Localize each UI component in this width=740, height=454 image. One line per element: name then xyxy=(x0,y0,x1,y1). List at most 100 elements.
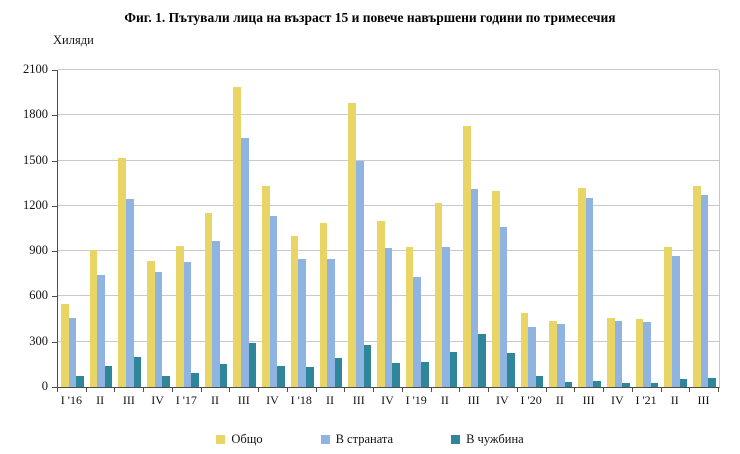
y-axis-unit-label: Хиляди xyxy=(53,33,94,47)
legend-swatch xyxy=(320,435,330,444)
bar-domestic xyxy=(413,276,421,387)
bar-total xyxy=(175,245,184,387)
legend-swatch xyxy=(451,435,461,444)
bar-domestic xyxy=(240,137,249,387)
x-tick-mark xyxy=(315,388,317,392)
bar-domestic xyxy=(269,216,278,387)
bar-abroad xyxy=(622,383,630,387)
bar-group xyxy=(575,70,604,387)
x-tick-mark xyxy=(430,388,432,392)
bar-group xyxy=(661,70,690,387)
legend-item: В чужбина xyxy=(451,432,524,447)
bar-abroad xyxy=(650,383,659,387)
y-tick-mark xyxy=(52,387,57,388)
bar-domestic xyxy=(470,189,479,387)
bar-group xyxy=(489,70,518,387)
bar-domestic xyxy=(183,261,192,387)
x-tick-label: II xyxy=(325,393,334,407)
bar-abroad xyxy=(334,358,343,387)
x-tick-label: III xyxy=(237,393,250,407)
y-tick-label: 1500 xyxy=(23,152,48,167)
y-tick-mark xyxy=(52,70,57,71)
bar-domestic xyxy=(298,258,307,387)
x-tick-mark xyxy=(689,388,691,392)
bar-group xyxy=(690,70,719,387)
gridline xyxy=(58,114,719,116)
x-tick-label: II xyxy=(211,393,220,407)
bar-total xyxy=(549,320,558,387)
bar-abroad xyxy=(449,351,458,387)
bar-abroad xyxy=(708,377,716,387)
bar-domestic xyxy=(384,248,393,387)
bar-abroad xyxy=(420,362,429,387)
x-tick-label: I '19 xyxy=(405,393,427,407)
y-tick-mark xyxy=(52,160,57,162)
bar-abroad xyxy=(248,343,257,387)
bar-abroad xyxy=(76,375,84,387)
x-tick-label: I '21 xyxy=(635,393,657,407)
bar-abroad xyxy=(162,375,170,387)
x-tick-mark xyxy=(229,388,231,392)
legend-label: В чужбина xyxy=(466,432,524,446)
x-tick-mark xyxy=(401,388,403,392)
bar-abroad xyxy=(564,382,573,387)
bar-domestic xyxy=(557,324,565,387)
bar-total xyxy=(319,223,328,387)
gridline xyxy=(58,159,719,161)
x-tick-mark xyxy=(114,388,116,392)
bar-total xyxy=(664,246,672,387)
bar-abroad xyxy=(363,344,372,387)
legend: Общо В страната В чужбина xyxy=(0,432,740,447)
y-tick-mark xyxy=(52,341,57,343)
x-tick-label: I '18 xyxy=(290,393,312,407)
x-tick-mark xyxy=(143,388,145,392)
chart-title: Фиг. 1. Пътували лица на възраст 15 и по… xyxy=(124,10,616,25)
bar-total xyxy=(348,103,356,387)
x-tick-mark xyxy=(344,388,346,392)
bar-abroad xyxy=(507,353,515,387)
legend-label: Общо xyxy=(231,432,263,446)
x-tick-label: III xyxy=(467,393,480,407)
x-tick-mark xyxy=(57,388,58,392)
bar-group xyxy=(115,70,144,387)
bar-total xyxy=(463,125,471,387)
x-tick-mark xyxy=(200,388,202,392)
bar-total xyxy=(492,190,500,387)
x-tick-label: IV xyxy=(381,393,394,407)
y-tick-label: 900 xyxy=(29,243,48,258)
x-tick-mark xyxy=(574,388,576,392)
bar-abroad xyxy=(219,364,228,387)
y-tick-label: 2100 xyxy=(23,62,48,76)
bar-abroad xyxy=(104,365,113,387)
gridline xyxy=(58,204,719,206)
bar-domestic xyxy=(327,259,335,387)
x-tick-label: I '17 xyxy=(175,393,197,407)
bar-total xyxy=(377,220,385,387)
bar-group xyxy=(518,70,547,387)
bar-domestic xyxy=(68,317,77,387)
x-tick-label: II xyxy=(670,393,679,407)
bar-total xyxy=(233,86,241,387)
bar-group xyxy=(58,70,87,387)
bar-total xyxy=(520,313,529,387)
bar-domestic xyxy=(154,271,163,387)
x-tick-label: III xyxy=(582,393,595,407)
x-tick-label: II xyxy=(440,393,449,407)
x-tick-mark xyxy=(660,388,662,392)
bar-group xyxy=(317,70,346,387)
bar-abroad xyxy=(133,356,142,387)
bar-abroad xyxy=(679,378,688,387)
bar-group xyxy=(633,70,662,387)
y-tick-label: 300 xyxy=(29,333,48,348)
x-tick-label: IV xyxy=(610,393,624,407)
bar-group xyxy=(546,70,575,387)
x-tick-label: III xyxy=(697,393,710,407)
bar-total xyxy=(405,247,414,387)
x-tick-mark xyxy=(459,388,461,392)
bar-domestic xyxy=(585,198,594,387)
y-tick-mark xyxy=(52,115,57,117)
bars-layer xyxy=(58,70,719,387)
x-tick-mark xyxy=(258,388,260,392)
x-tick-label: I '16 xyxy=(60,393,82,407)
